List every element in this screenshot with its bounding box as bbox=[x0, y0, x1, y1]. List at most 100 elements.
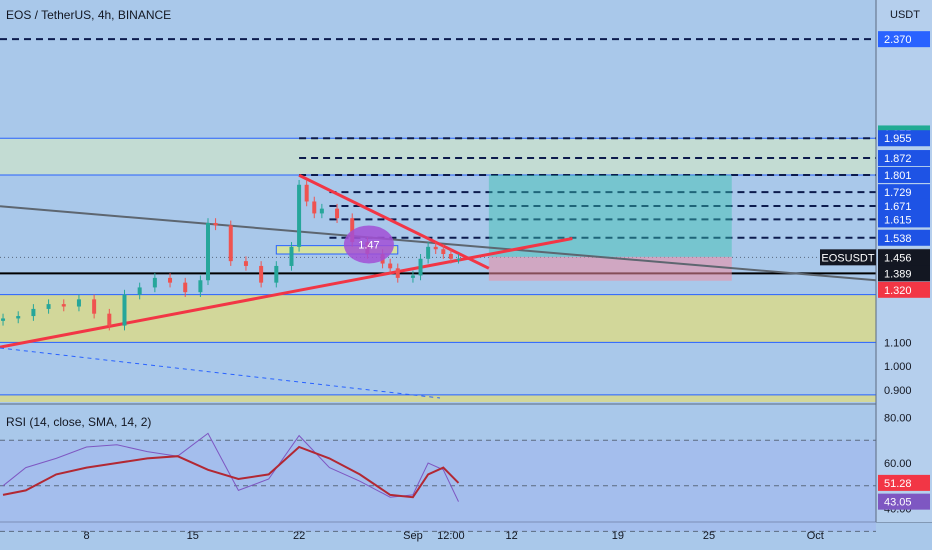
rsi-sma-line bbox=[2, 445, 460, 499]
candle bbox=[441, 249, 446, 254]
price-tag-3: 1.872 bbox=[884, 153, 912, 165]
candle bbox=[107, 313, 112, 326]
time-tick-6: 19 bbox=[612, 530, 624, 542]
candle bbox=[198, 280, 203, 293]
price-tag-8: 1.538 bbox=[884, 233, 912, 245]
annotation-bubble[interactable] bbox=[343, 225, 394, 264]
candle bbox=[92, 299, 97, 314]
candle bbox=[76, 299, 81, 307]
dashed-channel-line[interactable] bbox=[0, 347, 441, 399]
price-tag-11: 1.389 bbox=[884, 268, 912, 280]
symbol-label-bg bbox=[820, 249, 876, 266]
rsi-sma-tag-bg bbox=[878, 474, 930, 491]
price-tag-bg-7 bbox=[878, 211, 930, 228]
candle bbox=[122, 294, 127, 326]
candle bbox=[456, 258, 461, 261]
candle bbox=[418, 258, 423, 276]
candle bbox=[289, 246, 294, 266]
price-tag-bg-3 bbox=[878, 150, 930, 167]
rsi-indicator-label[interactable]: RSI (14, close, SMA, 14, 2) bbox=[6, 415, 151, 429]
candle bbox=[304, 184, 309, 202]
price-tag-15: 0.900 bbox=[884, 385, 912, 397]
zone-2[interactable] bbox=[0, 394, 876, 402]
rsi-line bbox=[2, 432, 459, 502]
candle bbox=[395, 268, 400, 278]
time-tick-3: Sep bbox=[403, 530, 423, 542]
candle bbox=[319, 208, 324, 214]
zone-0[interactable] bbox=[0, 138, 876, 175]
candle bbox=[312, 201, 317, 214]
rsi-value-tag: 43.05 bbox=[884, 497, 912, 509]
price-tag-0: 2.370 bbox=[884, 34, 912, 46]
candle bbox=[183, 282, 188, 293]
time-axis[interactable]: 8 15 22 Sep 12:00 12 19 25 Oct bbox=[83, 530, 823, 542]
loss-zone[interactable] bbox=[488, 256, 732, 281]
price-tag-bg-11 bbox=[878, 265, 930, 282]
price-tag-bg-4 bbox=[878, 166, 930, 183]
candle bbox=[1, 318, 6, 321]
zone-1[interactable] bbox=[0, 294, 876, 343]
rsi-pane[interactable] bbox=[0, 432, 876, 532]
candle bbox=[410, 275, 415, 278]
price-tag-last: 1.456 bbox=[884, 252, 912, 264]
rsi-axis-tick-1: 60.00 bbox=[884, 458, 912, 470]
candle bbox=[350, 218, 355, 243]
time-tick-2: 22 bbox=[293, 530, 305, 542]
price-tag-7: 1.615 bbox=[884, 214, 912, 226]
price-tags: 2.3701.9751.9551.8721.8011.7291.6711.615… bbox=[820, 31, 930, 397]
price-tag-2: 1.955 bbox=[884, 133, 912, 145]
currency-label: USDT bbox=[890, 9, 920, 21]
rsi-value-tag-bg bbox=[878, 493, 930, 510]
candle bbox=[168, 277, 173, 283]
candle bbox=[228, 225, 233, 262]
candle bbox=[335, 208, 340, 219]
candle bbox=[16, 316, 21, 319]
candle bbox=[388, 263, 393, 269]
price-tag-bg-8 bbox=[878, 229, 930, 246]
trendline-1[interactable] bbox=[0, 237, 573, 349]
candle bbox=[243, 261, 248, 266]
candle bbox=[31, 308, 36, 317]
price-tag-5: 1.729 bbox=[884, 187, 912, 199]
candle bbox=[213, 222, 218, 226]
candle bbox=[259, 265, 264, 283]
price-tag-bg-2 bbox=[878, 130, 930, 147]
time-tick-0: 8 bbox=[83, 530, 89, 542]
price-tag-bg-6 bbox=[878, 198, 930, 215]
price-tag-14: 1.000 bbox=[884, 361, 912, 373]
candle bbox=[137, 287, 142, 295]
symbol-label: EOSUSDT bbox=[821, 252, 874, 264]
candle bbox=[426, 246, 431, 259]
candle bbox=[448, 254, 453, 259]
price-tag-6: 1.671 bbox=[884, 201, 912, 213]
trendlines-layer[interactable] bbox=[0, 173, 877, 399]
candles-layer bbox=[1, 180, 461, 331]
candle bbox=[433, 246, 438, 250]
profit-zone[interactable] bbox=[488, 174, 732, 257]
rsi-band bbox=[0, 440, 876, 532]
annotation-layer: 1.47 bbox=[343, 225, 394, 264]
consolidation-box[interactable] bbox=[275, 245, 399, 255]
time-tick-5: 12 bbox=[506, 530, 518, 542]
price-tag-bg-12 bbox=[878, 281, 930, 298]
price-tag-bg-0 bbox=[878, 31, 930, 48]
price-tag-13: 1.100 bbox=[884, 337, 912, 349]
annotation-text: 1.47 bbox=[358, 239, 379, 251]
chart-title[interactable]: EOS / TetherUS, 4h, BINANCE bbox=[6, 8, 171, 22]
time-tick-1: 15 bbox=[187, 530, 199, 542]
trendline-2[interactable] bbox=[298, 173, 490, 270]
price-tag-4: 1.801 bbox=[884, 170, 912, 182]
rsi-sma-tag: 51.28 bbox=[884, 478, 912, 490]
candle bbox=[46, 304, 51, 309]
price-tag-12: 1.320 bbox=[884, 285, 912, 297]
candle bbox=[297, 184, 302, 247]
time-tick-8: Oct bbox=[807, 530, 824, 542]
candle bbox=[61, 304, 66, 307]
candle bbox=[274, 265, 279, 283]
candle bbox=[205, 222, 210, 281]
time-tick-4: 12:00 bbox=[437, 530, 465, 542]
price-tag-bg-5 bbox=[878, 184, 930, 201]
